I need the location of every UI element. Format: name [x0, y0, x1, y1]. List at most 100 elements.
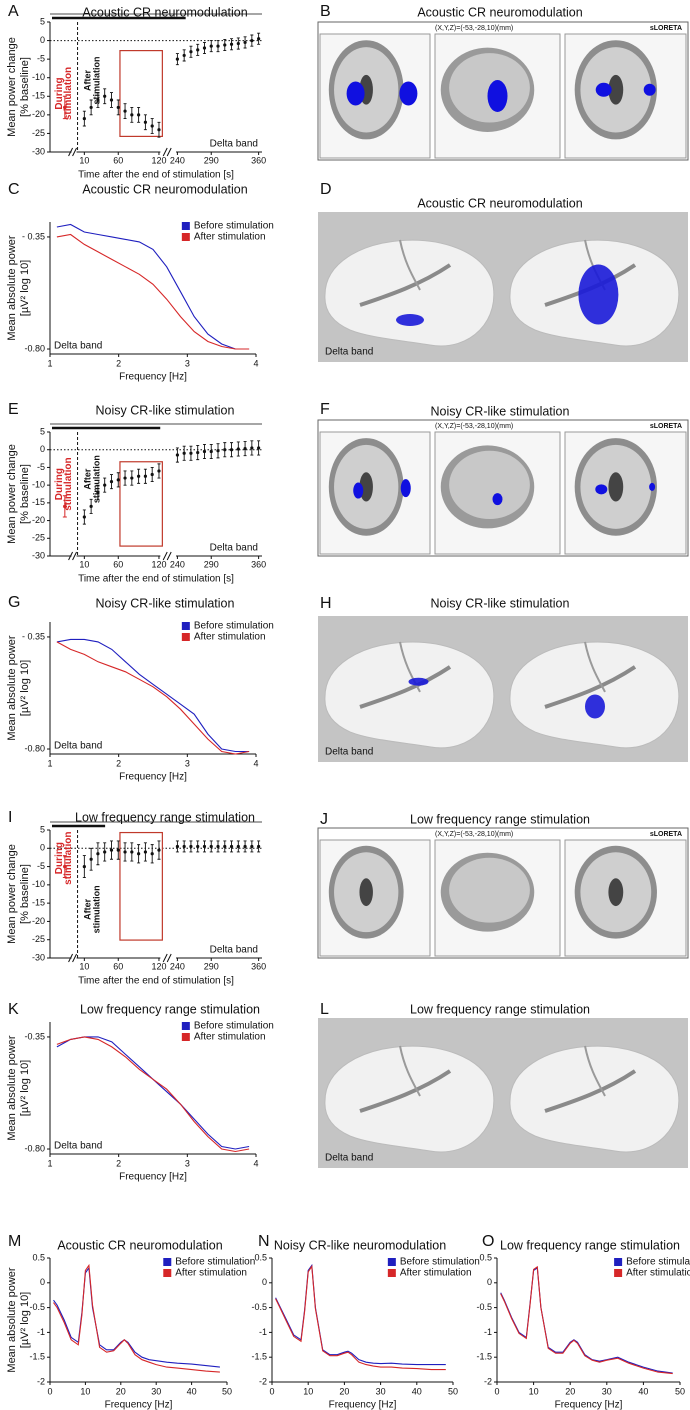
panel-letter: D [320, 181, 332, 198]
coordinates: (X,Y,Z)=(-53,-28,10)(mm) [435, 423, 513, 430]
data-point [216, 449, 220, 453]
axis-break [162, 551, 172, 561]
y-tick-label: -0.80 [24, 1143, 45, 1153]
panel-title: Acoustic CR neuromodulation [417, 5, 582, 19]
during-point [63, 105, 67, 110]
series-line [53, 1266, 220, 1368]
panel-letter: B [320, 3, 331, 20]
axis-break [162, 953, 172, 963]
series-line [275, 1263, 446, 1366]
data-point [175, 57, 180, 61]
y-tick-label: -30 [32, 550, 45, 560]
data-point [157, 848, 161, 852]
data-point [103, 94, 107, 98]
software-label: sLORETA [650, 25, 682, 32]
x-tick-label: 360 [251, 559, 266, 569]
during-label: During [54, 77, 65, 109]
y-tick-label: -5 [37, 462, 45, 472]
x-tick-label: 4 [253, 758, 258, 768]
during-label: During [54, 842, 65, 874]
data-point [202, 844, 207, 849]
data-point [243, 447, 247, 451]
legend-label: After stimulation [194, 632, 266, 643]
x-axis-label: Time after the end of stimulation [s] [78, 574, 234, 585]
y-tick-label: -10 [32, 72, 45, 82]
after-label: After [83, 468, 93, 489]
data-point [223, 844, 227, 849]
y-tick-label: -2 [259, 1376, 267, 1386]
data-point [189, 50, 193, 54]
panel-letter: J [320, 811, 328, 828]
data-point [82, 864, 86, 869]
activation-blob [578, 264, 619, 325]
y-tick-label: -1 [484, 1327, 492, 1337]
series-line [56, 223, 250, 350]
y-tick-label: -1.5 [251, 1352, 267, 1362]
after-label: After [83, 898, 93, 919]
activation-blob [400, 479, 411, 498]
ventricle [608, 74, 624, 105]
data-point [196, 450, 200, 455]
data-point [209, 449, 213, 454]
y-tick-label: -10 [32, 480, 45, 490]
y-tick-label: 5 [40, 16, 45, 26]
legend-label: After stimulation [626, 1268, 690, 1279]
data-point [109, 848, 114, 852]
data-point [157, 128, 161, 132]
series-line [56, 638, 250, 753]
data-point [209, 44, 213, 48]
data-point [236, 844, 240, 849]
x-tick-label: 3 [185, 758, 190, 768]
activation-blob [399, 81, 418, 106]
y-tick-label: -25 [32, 934, 45, 944]
y-tick-label: -15 [32, 898, 45, 908]
data-point [150, 852, 154, 856]
sulcus [359, 1069, 452, 1113]
y-tick-label: - 0.35 [22, 231, 45, 241]
data-point [137, 113, 141, 117]
x-tick-label: 40 [187, 1386, 197, 1396]
activation-blob [353, 482, 364, 499]
data-point [182, 53, 186, 58]
y-axis-label: [% baseline] [19, 57, 31, 117]
x-tick-label: 1 [47, 1158, 52, 1168]
x-axis-label: Frequency [Hz] [555, 1400, 623, 1410]
panel-title: Acoustic CR neuromodulation [417, 196, 582, 210]
y-axis-label: Mean power change [6, 444, 18, 544]
y-tick-label: 0 [40, 444, 45, 454]
activation-blob [649, 482, 656, 491]
y-tick-label: -20 [32, 515, 45, 525]
activation-blob [492, 493, 503, 506]
y-tick-label: 0.5 [32, 1252, 45, 1262]
panel-letter: N [258, 1233, 270, 1250]
data-point [123, 476, 127, 480]
activation-blob [643, 83, 656, 96]
data-point [189, 844, 193, 849]
y-tick-label: 0 [487, 1277, 492, 1287]
data-point [130, 113, 134, 117]
y-tick-label: 5 [40, 824, 45, 834]
data-point [157, 469, 161, 473]
y-axis-label: Mean power change [6, 844, 18, 944]
software-label: sLORETA [650, 831, 682, 838]
y-tick-label: 5 [40, 426, 45, 436]
y-tick-label: -20 [32, 109, 45, 119]
y-axis-label: Mean absolute power [6, 635, 18, 741]
x-tick-label: 3 [185, 358, 190, 368]
x-tick-label: 60 [113, 155, 123, 165]
data-point [89, 857, 93, 861]
y-tick-label: -0.80 [24, 743, 45, 753]
sulcus [584, 641, 606, 693]
y-tick-label: -5 [37, 861, 45, 871]
data-point [116, 105, 120, 110]
x-tick-label: 0 [494, 1386, 499, 1396]
x-tick-label: 0 [269, 1386, 274, 1396]
legend-swatch [163, 1269, 172, 1277]
data-point [130, 850, 134, 854]
annotation: Delta band [210, 139, 258, 150]
annotation: Delta band [54, 1141, 102, 1152]
legend-label: Before stimulation [194, 1021, 274, 1032]
annotation: Delta band [210, 945, 258, 956]
annotation: Delta band [325, 347, 373, 358]
